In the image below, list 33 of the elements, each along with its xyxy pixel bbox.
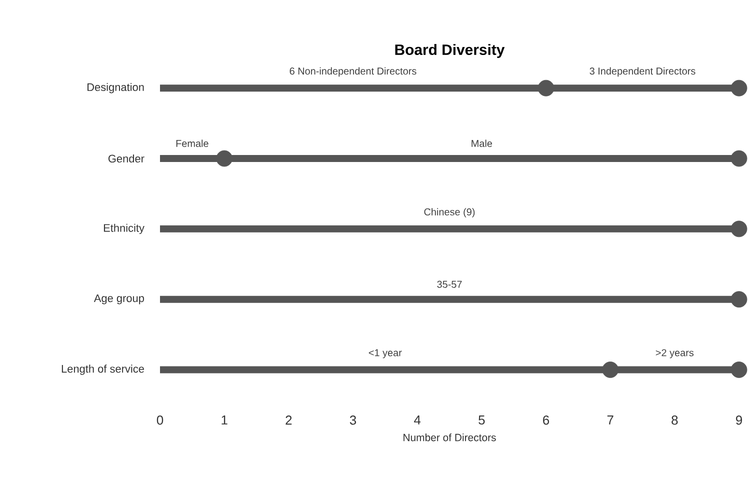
x-tick-label: 7 [607, 416, 614, 424]
x-tick-label: 3 [350, 416, 356, 425]
point [730, 80, 748, 96]
x-tick-label: 8 [672, 416, 678, 425]
point [602, 362, 619, 378]
text: 6 Non-independent Directors [290, 67, 416, 77]
y-tick-label: Gender [108, 154, 144, 163]
chart-title: Board Diversity [395, 44, 505, 58]
y-tick-label: Age group [94, 294, 144, 304]
point [730, 220, 748, 238]
x-tick-label: 6 [543, 416, 550, 425]
y-tick-label: Designation [88, 82, 144, 94]
point [538, 80, 554, 96]
text: 3 Independent Directors [590, 67, 696, 77]
y-tick-label: Length of service [62, 364, 144, 375]
x-tick-label: 5 [478, 416, 485, 425]
annotation: Chinese (9) [424, 208, 475, 218]
annotation: Male [472, 140, 492, 147]
y-tick-label: Ethnicity [104, 224, 144, 234]
annotation: <1 year [368, 349, 402, 358]
x-tick-label: 2 [286, 416, 292, 425]
x-axis-title: Number of Directors [404, 434, 496, 442]
annotation: 35-57 [437, 280, 462, 288]
point [730, 362, 748, 378]
point [216, 150, 233, 167]
x-tick-label: 1 [222, 416, 228, 424]
x-tick-label: 9 [736, 416, 742, 425]
annotation: Female [176, 140, 208, 147]
annotation: >2 years [656, 349, 694, 358]
point [730, 150, 748, 167]
x-tick-label: 0 [156, 416, 164, 425]
point [730, 291, 748, 308]
x-tick-label: 4 [414, 416, 421, 424]
